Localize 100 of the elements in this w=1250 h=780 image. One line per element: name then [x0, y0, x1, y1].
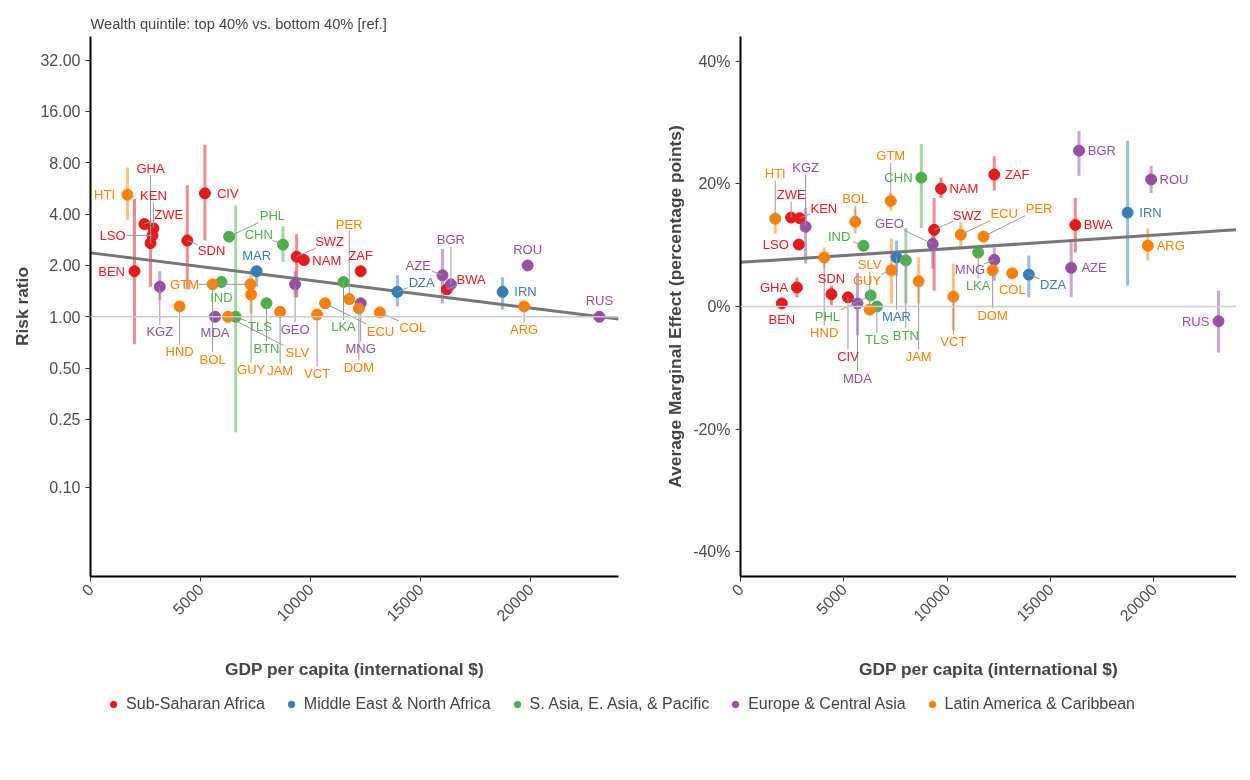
legend-label: Europe & Central Asia	[748, 695, 906, 713]
annotation: NAM	[312, 252, 342, 268]
annotation: HND	[810, 324, 839, 340]
annotation: ECU	[990, 206, 1018, 222]
annotation: JAM	[267, 363, 294, 379]
annotation: BWA	[456, 272, 487, 288]
y-tick-label: 8.00	[49, 154, 81, 172]
annotation: COL	[998, 281, 1026, 297]
annotation: GHA	[759, 279, 789, 295]
annotation: JAM	[905, 348, 932, 364]
annotation: MNG	[954, 262, 986, 278]
annotation: HTI	[94, 187, 116, 203]
annotation: DOM	[977, 307, 1008, 323]
annotation: IRN	[1139, 205, 1162, 221]
annotation: ZAF	[1004, 167, 1030, 183]
annotation: BGR	[436, 231, 465, 247]
annotation: ZWE	[776, 187, 806, 203]
annotation: GTM	[876, 148, 906, 164]
y-axis-title: Risk ratio	[12, 267, 33, 346]
annotation: PER	[335, 216, 363, 232]
annotation: BEN	[98, 263, 125, 279]
annotation: AZE	[1081, 260, 1108, 276]
y-tick-label: 4.00	[49, 206, 81, 224]
annotation: SLV	[285, 345, 310, 361]
annotation: TLS	[864, 332, 890, 347]
annotation: GUY	[237, 362, 266, 378]
y-tick-label: 0.50	[49, 360, 81, 378]
annotation: MNG	[345, 340, 376, 356]
annotation: LSO	[99, 227, 126, 243]
y-tick-label: 0%	[707, 298, 731, 315]
x-tick-label: 0	[78, 580, 97, 600]
annotation: DOM	[343, 359, 375, 375]
annotation: IND	[827, 228, 851, 244]
annotation: IND	[210, 290, 233, 306]
annotation: ZAF	[348, 247, 373, 263]
annotation: AZE	[405, 258, 432, 274]
annotation: GTM	[170, 276, 199, 292]
annotation: ARG	[1156, 238, 1185, 254]
y-tick-label: 0.10	[49, 479, 81, 497]
y-tick-label: 2.00	[49, 257, 81, 275]
x-axis-title: GDP per capita (international $)	[859, 659, 1118, 680]
annotation: HTI	[764, 166, 786, 182]
annotation: HND	[165, 343, 194, 359]
annotation: PER	[1025, 201, 1053, 217]
x-axis-title: GDP per capita (international $)	[225, 659, 484, 680]
annotation: BWA	[1083, 217, 1114, 233]
legend-label: Latin America & Caribbean	[944, 695, 1135, 713]
annotation: RUS	[585, 293, 614, 309]
annotation: MAR	[882, 308, 911, 324]
annotation: MDA	[200, 325, 230, 341]
y-tick-label: 0.25	[49, 411, 81, 429]
x-tick-label: 0	[728, 580, 747, 600]
annotation: BTN	[892, 327, 919, 343]
annotation: BOL	[842, 191, 869, 207]
annotation: SLV	[857, 257, 882, 273]
y-tick-label: 1.00	[49, 308, 81, 326]
legend-label: Middle East & North Africa	[303, 695, 491, 713]
y-tick-label: 40%	[698, 52, 731, 70]
annotation: VCT	[940, 334, 967, 350]
y-tick-label: 32.00	[40, 52, 81, 70]
legend-label: S. Asia, E. Asia, & Pacific	[529, 695, 710, 713]
annotation: SDN	[817, 270, 846, 286]
annotation: PHL	[814, 308, 841, 324]
annotation: BEN	[768, 311, 796, 327]
annotation: KGZ	[792, 160, 820, 176]
annotation: KEN	[140, 187, 167, 203]
annotation: BTN	[253, 340, 280, 356]
annotation: GEO	[874, 215, 904, 231]
annotation: CIV	[216, 185, 239, 201]
y-tick-label: 16.00	[40, 103, 81, 121]
annotation: DZA	[1040, 276, 1067, 292]
y-axis-title: Average Marginal Effect (percentage points)	[665, 125, 686, 488]
y-tick-label: 20%	[698, 175, 731, 193]
annotation: GEO	[280, 321, 310, 337]
annotation: TLS	[248, 319, 273, 335]
annotation: IRN	[514, 284, 537, 300]
annotation: ROU	[1159, 171, 1189, 187]
annotation: LKA	[965, 278, 991, 293]
annotation: DZA	[408, 274, 436, 290]
annotation: ZWE	[154, 206, 184, 222]
annotation: COL	[399, 319, 427, 335]
annotation: CIV	[837, 348, 860, 364]
annotation: KEN	[810, 200, 838, 216]
annotation: LKA	[331, 319, 357, 335]
legend-label: Sub-Saharan Africa	[126, 695, 265, 713]
annotation: ARG	[510, 321, 539, 337]
annotation: RUS	[1181, 313, 1210, 329]
annotation: KGZ	[146, 324, 174, 340]
annotation: GHA	[136, 160, 165, 176]
annotation: MDA	[843, 370, 873, 386]
annotation: SWZ	[315, 234, 345, 250]
y-tick-label: -20%	[693, 420, 731, 438]
annotation: NAM	[949, 181, 979, 197]
chart-title: Wealth quintile: top 40% vs. bottom 40% [ref.]	[90, 15, 387, 32]
annotation: SWZ	[952, 207, 982, 223]
annotation: CHN	[244, 227, 273, 243]
annotation: LSO	[762, 237, 789, 253]
annotation: ECU	[366, 323, 395, 339]
y-tick-label: -40%	[693, 543, 731, 561]
annotation: CHN	[884, 170, 913, 186]
